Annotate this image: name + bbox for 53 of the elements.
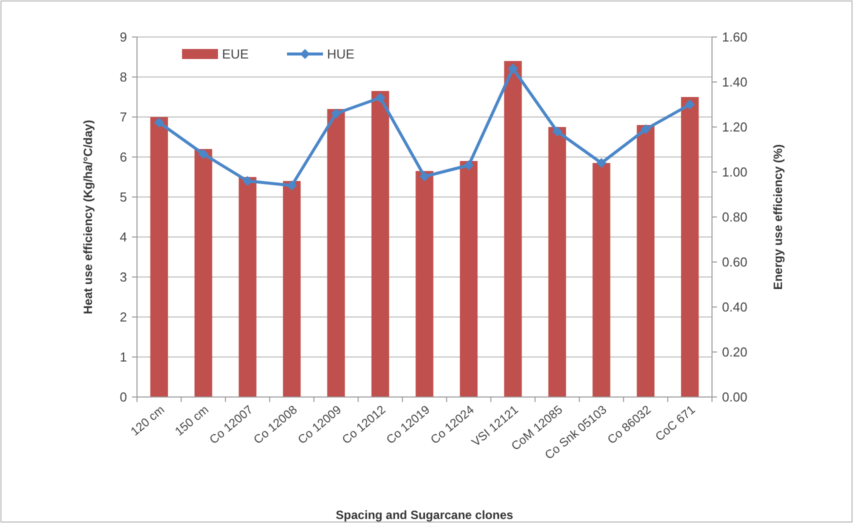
- bar: [592, 163, 610, 397]
- y2-tick-label: 0.40: [722, 300, 748, 315]
- bar: [504, 61, 522, 397]
- point: [154, 118, 164, 128]
- point: [420, 172, 430, 182]
- y2-tick-label: 0.60: [722, 254, 748, 270]
- bar: [150, 117, 168, 397]
- y2-tick-label: 0.80: [722, 210, 748, 225]
- y2-axis-title: Energy use efficiency (%): [771, 144, 785, 290]
- y2-tick-label: 1.60: [722, 30, 748, 45]
- y2-tick-label: 1.40: [722, 74, 748, 90]
- bar: [238, 177, 256, 397]
- y2-tick-label: 0.20: [722, 344, 748, 360]
- y-tick-label: 2: [120, 310, 127, 325]
- bar: [681, 97, 699, 397]
- y-tick-label: 1: [120, 350, 127, 365]
- y-tick-label: 5: [120, 190, 127, 205]
- point: [684, 100, 695, 110]
- y-tick-label: 9: [120, 30, 127, 45]
- y-tick-label: 0: [120, 390, 127, 405]
- bar: [282, 181, 301, 397]
- legend-label: HUE: [327, 46, 355, 62]
- point: [242, 176, 253, 186]
- y-tick-label: 7: [120, 110, 127, 125]
- legend-label: EUE: [222, 46, 250, 62]
- y2-tick-label: 0.00: [722, 390, 748, 405]
- y2-tick-label: 1.20: [722, 120, 748, 135]
- bar: [416, 171, 434, 397]
- point: [640, 124, 651, 134]
- point: [508, 64, 518, 74]
- x-axis-title: Spacing and Sugarcane clones: [336, 508, 514, 522]
- x-tick-label: CoC 671: [652, 402, 698, 444]
- x-tick-label: 150 cm: [172, 402, 212, 439]
- bar: [460, 161, 478, 397]
- x-tick-label: 120 cm: [128, 402, 168, 439]
- bar: [371, 91, 390, 397]
- point: [596, 158, 606, 168]
- bar: [636, 125, 654, 397]
- point: [552, 126, 562, 136]
- bar: [194, 149, 212, 397]
- bar: [327, 109, 345, 397]
- y-tick-label: 4: [120, 230, 127, 245]
- point: [375, 92, 386, 103]
- point: [286, 180, 297, 190]
- y-tick-label: 8: [120, 70, 127, 85]
- y2-tick-label: 1.00: [722, 164, 748, 180]
- y-tick-label: 3: [120, 270, 127, 285]
- y-tick-label: 6: [120, 150, 127, 165]
- bar: [548, 127, 566, 397]
- point: [331, 108, 342, 118]
- y-axis-title: Heat use efficiency (Kg/ha/°C/day): [81, 120, 95, 314]
- point: [464, 160, 474, 170]
- point: [198, 149, 208, 159]
